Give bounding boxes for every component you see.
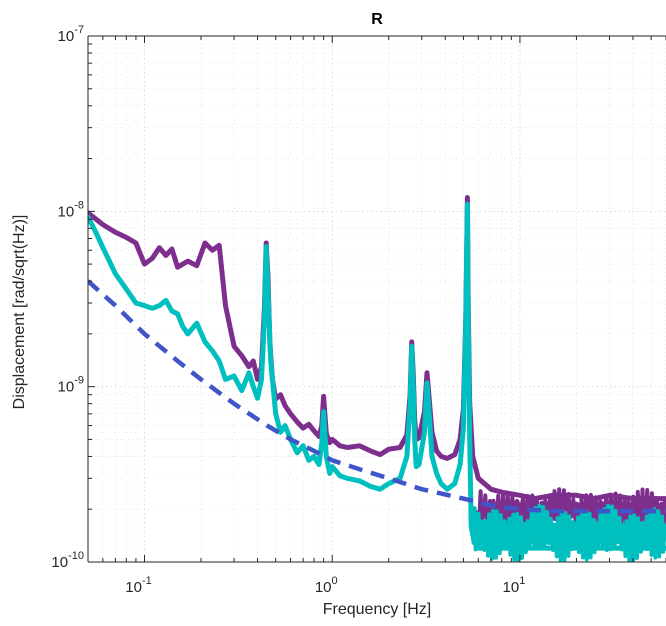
x-tick-labels: 10-1 100 101 <box>125 575 525 596</box>
y-tick-labels: 10-10 10-9 10-8 10-7 <box>51 24 84 571</box>
y-tick-label: 10-7 <box>58 24 84 45</box>
plot-area <box>88 195 666 562</box>
y-tick-label: 10-8 <box>58 199 84 220</box>
axes <box>87 35 666 563</box>
x-tick-label: 101 <box>503 575 526 596</box>
series-2-line <box>88 279 666 514</box>
x-tick-label: 100 <box>315 575 338 596</box>
series-0-noise <box>476 487 666 533</box>
y-tick-label: 10-10 <box>51 550 84 571</box>
x-axis-label: Frequency [Hz] <box>323 601 431 618</box>
series-1-noise <box>470 503 666 562</box>
y-tick-label: 10-9 <box>58 375 84 396</box>
minor-grid <box>87 36 666 562</box>
y-axis-label: Displacement [rad/sqrt(Hz)] <box>11 215 28 410</box>
chart-title: R <box>371 11 383 28</box>
x-tick-label: 10-1 <box>125 575 151 596</box>
series-1-line <box>88 201 666 551</box>
